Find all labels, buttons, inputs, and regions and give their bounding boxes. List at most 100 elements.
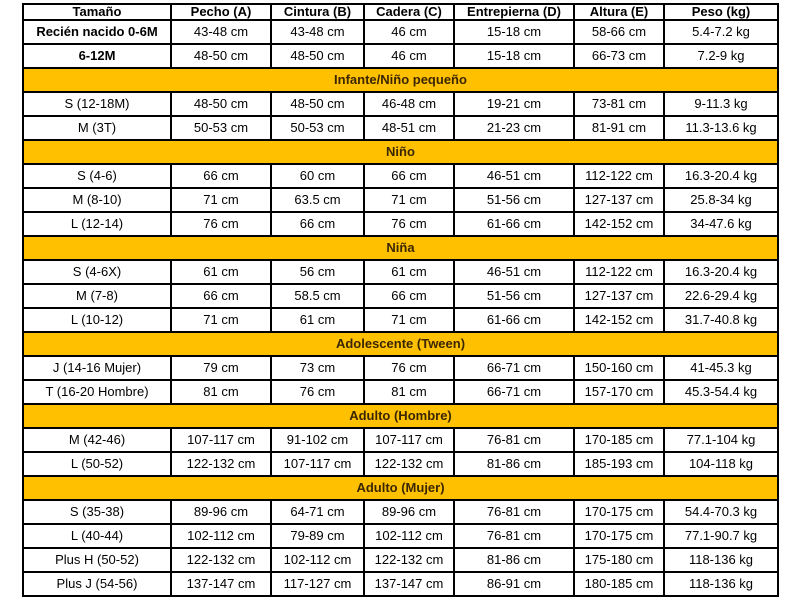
table-row: S (4-6X) 61 cm 56 cm 61 cm 46-51 cm 112-122 c… — [22, 259, 779, 286]
value-cell: 180-185 cm — [573, 570, 665, 598]
value-cell: 77.1-104 kg — [663, 427, 779, 454]
value-cell: 142-152 cm — [573, 211, 665, 238]
value-cell: 112-122 cm — [573, 163, 665, 190]
size-label-cell: M (8-10) — [22, 187, 172, 214]
value-cell: 77.1-90.7 kg — [663, 522, 779, 549]
value-cell: 170-175 cm — [573, 522, 665, 549]
value-cell: 76 cm — [363, 355, 455, 382]
column-header: Altura (E) — [573, 2, 665, 22]
table-row: 6-12M 48-50 cm 48-50 cm 46 cm 15-18 cm 66-73 … — [22, 43, 779, 70]
value-cell: 60 cm — [270, 163, 365, 190]
value-cell: 127-137 cm — [573, 187, 665, 214]
size-label-cell: L (10-12) — [22, 307, 172, 334]
value-cell: 64-71 cm — [270, 498, 365, 525]
value-cell: 66 cm — [363, 163, 455, 190]
value-cell: 118-136 kg — [663, 570, 779, 598]
value-cell: 107-117 cm — [270, 451, 365, 477]
value-cell: 51-56 cm — [453, 283, 575, 310]
table-row: L (50-52) 122-132 cm 107-117 cm 122-132 cm 8… — [22, 451, 779, 477]
size-label-cell: M (42-46) — [22, 427, 172, 454]
value-cell: 102-112 cm — [363, 522, 455, 549]
value-cell: 50-53 cm — [270, 115, 365, 142]
section-header: Adulto (Hombre) — [22, 403, 779, 430]
table-row: M (8-10) 71 cm 63.5 cm 71 cm 51-56 cm 127-137… — [22, 187, 779, 214]
value-cell: 46-51 cm — [453, 259, 575, 286]
size-label-cell: S (4-6) — [22, 163, 172, 190]
column-header: Cadera (C) — [363, 2, 455, 22]
value-cell: 21-23 cm — [453, 115, 575, 142]
value-cell: 41-45.3 kg — [663, 355, 779, 382]
value-cell: 56 cm — [270, 259, 365, 286]
value-cell: 170-185 cm — [573, 427, 665, 454]
section-row: Niño — [22, 139, 779, 166]
table-row: Plus J (54-56) 137-147 cm 117-127 cm 137-14… — [22, 570, 779, 598]
section-row: Infante/Niño pequeño — [22, 67, 779, 94]
value-cell: 46-51 cm — [453, 163, 575, 190]
value-cell: 48-50 cm — [170, 91, 272, 118]
value-cell: 16.3-20.4 kg — [663, 259, 779, 286]
size-label-cell: Plus J (54-56) — [22, 570, 172, 598]
table-row: J (14-16 Mujer) 79 cm 73 cm 76 cm 66-71 cm 15… — [22, 355, 779, 382]
table-row: L (12-14) 76 cm 66 cm 76 cm 61-66 cm 142-152 … — [22, 211, 779, 238]
table-row: L (10-12) 71 cm 61 cm 71 cm 61-66 cm 142-152 … — [22, 307, 779, 334]
value-cell: 63.5 cm — [270, 187, 365, 214]
value-cell: 185-193 cm — [573, 451, 665, 477]
value-cell: 19-21 cm — [453, 91, 575, 118]
value-cell: 54.4-70.3 kg — [663, 498, 779, 525]
value-cell: 137-147 cm — [170, 570, 272, 598]
value-cell: 127-137 cm — [573, 283, 665, 310]
size-label-cell: Plus H (50-52) — [22, 546, 172, 573]
value-cell: 76-81 cm — [453, 522, 575, 549]
value-cell: 45.3-54.4 kg — [663, 379, 779, 406]
value-cell: 7.2-9 kg — [663, 43, 779, 70]
value-cell: 104-118 kg — [663, 451, 779, 477]
value-cell: 81-86 cm — [453, 451, 575, 477]
table-row: M (7-8) 66 cm 58.5 cm 66 cm 51-56 cm 127-137 … — [22, 283, 779, 310]
value-cell: 71 cm — [363, 307, 455, 334]
size-label-cell: T (16-20 Hombre) — [22, 379, 172, 406]
table-row: M (3T) 50-53 cm 50-53 cm 48-51 cm 21-23 cm 81… — [22, 115, 779, 142]
value-cell: 61-66 cm — [453, 307, 575, 334]
value-cell: 66-71 cm — [453, 379, 575, 406]
table-row: T (16-20 Hombre) 81 cm 76 cm 81 cm 66-71 cm 1… — [22, 379, 779, 406]
section-row: Adulto (Mujer) — [22, 475, 779, 501]
value-cell: 46-48 cm — [363, 91, 455, 118]
value-cell: 71 cm — [170, 307, 272, 334]
size-label-cell: 6-12M — [22, 43, 172, 70]
table-row: S (12-18M) 48-50 cm 48-50 cm 46-48 cm 19-21 … — [22, 91, 779, 118]
column-header: Cintura (B) — [270, 2, 365, 22]
value-cell: 66 cm — [363, 283, 455, 310]
value-cell: 43-48 cm — [170, 19, 272, 46]
value-cell: 66-71 cm — [453, 355, 575, 382]
value-cell: 175-180 cm — [573, 546, 665, 573]
value-cell: 122-132 cm — [170, 451, 272, 477]
size-label-cell: J (14-16 Mujer) — [22, 355, 172, 382]
section-header: Adolescente (Tween) — [22, 331, 779, 358]
value-cell: 81 cm — [170, 379, 272, 406]
value-cell: 107-117 cm — [170, 427, 272, 454]
value-cell: 48-50 cm — [170, 43, 272, 70]
value-cell: 137-147 cm — [363, 570, 455, 598]
value-cell: 15-18 cm — [453, 19, 575, 46]
value-cell: 122-132 cm — [363, 546, 455, 573]
value-cell: 102-112 cm — [270, 546, 365, 573]
value-cell: 76-81 cm — [453, 427, 575, 454]
value-cell: 15-18 cm — [453, 43, 575, 70]
value-cell: 81 cm — [363, 379, 455, 406]
section-row: Adolescente (Tween) — [22, 331, 779, 358]
value-cell: 122-132 cm — [363, 451, 455, 477]
value-cell: 117-127 cm — [270, 570, 365, 598]
value-cell: 48-50 cm — [270, 43, 365, 70]
section-header: Niño — [22, 139, 779, 166]
value-cell: 76 cm — [170, 211, 272, 238]
value-cell: 157-170 cm — [573, 379, 665, 406]
value-cell: 122-132 cm — [170, 546, 272, 573]
value-cell: 81-91 cm — [573, 115, 665, 142]
value-cell: 46 cm — [363, 19, 455, 46]
value-cell: 89-96 cm — [363, 498, 455, 525]
value-cell: 66-73 cm — [573, 43, 665, 70]
size-label-cell: S (35-38) — [22, 498, 172, 525]
size-label-cell: M (7-8) — [22, 283, 172, 310]
value-cell: 51-56 cm — [453, 187, 575, 214]
value-cell: 79-89 cm — [270, 522, 365, 549]
